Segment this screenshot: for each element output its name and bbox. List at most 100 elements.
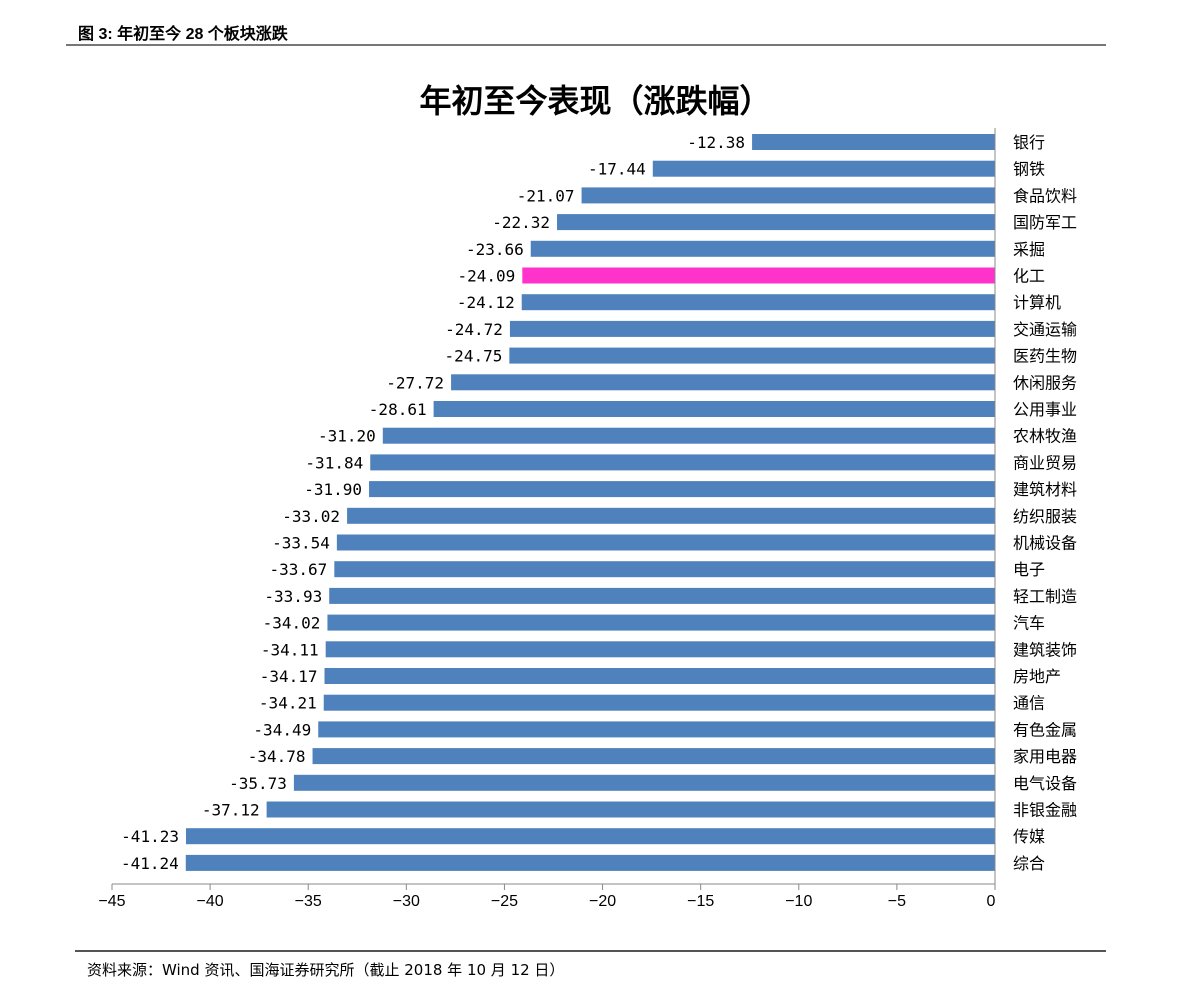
x-tick-label: −25 xyxy=(491,893,518,910)
category-label: 机械设备 xyxy=(1013,534,1077,553)
bar-12 xyxy=(382,427,996,444)
category-label: 食品饮料 xyxy=(1013,186,1077,205)
data-label: -34.78 xyxy=(248,747,306,766)
data-label: -22.32 xyxy=(492,213,550,232)
data-label: -24.72 xyxy=(445,320,503,339)
category-label: 建筑材料 xyxy=(1013,480,1077,499)
data-label: -34.02 xyxy=(263,614,321,633)
category-label: 传媒 xyxy=(1013,827,1045,846)
x-tick-label: −10 xyxy=(785,893,812,910)
data-label: -31.84 xyxy=(305,453,363,472)
data-label: -34.11 xyxy=(261,640,319,659)
data-label: -12.38 xyxy=(687,133,745,152)
data-label: -17.44 xyxy=(588,160,646,179)
data-label: -33.93 xyxy=(264,587,322,606)
bar-4 xyxy=(557,214,995,231)
data-label: -41.24 xyxy=(121,854,179,873)
category-label: 交通运输 xyxy=(1013,320,1077,339)
bar-27 xyxy=(185,828,996,845)
category-label: 纺织服装 xyxy=(1013,507,1077,526)
bar-21 xyxy=(324,668,995,684)
bar-5 xyxy=(530,240,995,257)
category-label: 商业贸易 xyxy=(1013,453,1077,472)
category-label: 汽车 xyxy=(1013,614,1045,633)
bar-9 xyxy=(509,347,995,364)
category-label: 国防军工 xyxy=(1013,213,1077,232)
bar-10 xyxy=(451,374,995,391)
bar-16 xyxy=(336,534,995,551)
category-label: 休闲服务 xyxy=(1013,373,1077,392)
bar-23 xyxy=(318,721,995,738)
category-label: 建筑装饰 xyxy=(1013,640,1077,659)
category-label: 采掘 xyxy=(1013,240,1045,259)
category-label: 农林牧渔 xyxy=(1013,427,1077,446)
bar-7 xyxy=(521,294,995,311)
category-label: 家用电器 xyxy=(1013,747,1077,766)
data-label: -27.72 xyxy=(386,373,444,392)
category-label: 电子 xyxy=(1013,560,1045,579)
data-label: -24.09 xyxy=(458,267,516,286)
bar-8 xyxy=(509,320,995,337)
bar-26 xyxy=(266,801,995,818)
x-tick-label: −5 xyxy=(888,893,906,910)
data-label: -31.90 xyxy=(304,480,362,499)
category-label: 公用事业 xyxy=(1013,400,1077,419)
bar-15 xyxy=(347,507,995,524)
data-label: -24.12 xyxy=(457,293,515,312)
data-label: -34.49 xyxy=(253,720,311,739)
source-note: 资料来源：Wind 资讯、国海证券研究所（截止 2018 年 10 月 12 日… xyxy=(87,961,565,979)
data-label: -23.66 xyxy=(466,240,524,259)
category-label: 房地产 xyxy=(1013,667,1061,686)
bar-3 xyxy=(581,187,995,204)
x-tick-label: −35 xyxy=(295,893,322,910)
category-label: 有色金属 xyxy=(1013,720,1077,739)
data-label: -34.21 xyxy=(259,694,317,713)
category-label: 银行 xyxy=(1013,133,1045,152)
bar-22 xyxy=(323,694,996,711)
category-label: 计算机 xyxy=(1013,293,1061,312)
data-label: -34.17 xyxy=(260,667,318,686)
chart-title: 年初至今表现（涨跌幅） xyxy=(419,82,772,120)
figure-caption: 图 3: 年初至今 28 个板块涨跌 xyxy=(78,26,288,43)
x-tick-label: 0 xyxy=(987,893,996,910)
bar-17 xyxy=(334,561,995,578)
data-label: -33.02 xyxy=(282,507,340,526)
bar-20 xyxy=(325,641,995,658)
category-label: 钢铁 xyxy=(1013,160,1045,179)
bar-19 xyxy=(327,614,995,631)
category-label: 电气设备 xyxy=(1013,774,1077,793)
x-tick-label: −15 xyxy=(687,893,714,910)
bar-11 xyxy=(433,401,995,417)
x-tick-label: −45 xyxy=(98,893,125,910)
data-label: -28.61 xyxy=(369,400,427,419)
data-label: -41.23 xyxy=(121,827,179,846)
data-label: -33.54 xyxy=(272,534,330,553)
bar-24 xyxy=(312,748,995,765)
bar-28 xyxy=(185,854,996,871)
data-label: -31.20 xyxy=(318,427,376,446)
data-label: -35.73 xyxy=(229,774,287,793)
x-tick-label: −40 xyxy=(197,893,224,910)
bar-18 xyxy=(329,587,995,604)
category-label: 化工 xyxy=(1013,267,1045,286)
category-label: 轻工制造 xyxy=(1013,587,1077,606)
category-label: 通信 xyxy=(1013,694,1045,713)
x-tick-label: −30 xyxy=(393,893,420,910)
bar-1 xyxy=(752,134,995,150)
top-divider xyxy=(66,44,1106,46)
bar-13 xyxy=(370,454,995,471)
category-label: 综合 xyxy=(1013,854,1045,873)
data-label: -37.12 xyxy=(202,801,260,820)
bar-25 xyxy=(293,774,995,791)
x-tick-label: −20 xyxy=(589,893,616,910)
category-label: 医药生物 xyxy=(1013,347,1077,366)
bar-14 xyxy=(369,481,995,498)
data-label: -21.07 xyxy=(517,186,575,205)
data-label: -33.67 xyxy=(270,560,328,579)
bar-6 xyxy=(522,267,995,284)
bottom-divider xyxy=(75,950,1106,952)
data-label: -24.75 xyxy=(445,347,503,366)
category-label: 非银金融 xyxy=(1013,801,1077,820)
bar-2 xyxy=(652,160,995,177)
